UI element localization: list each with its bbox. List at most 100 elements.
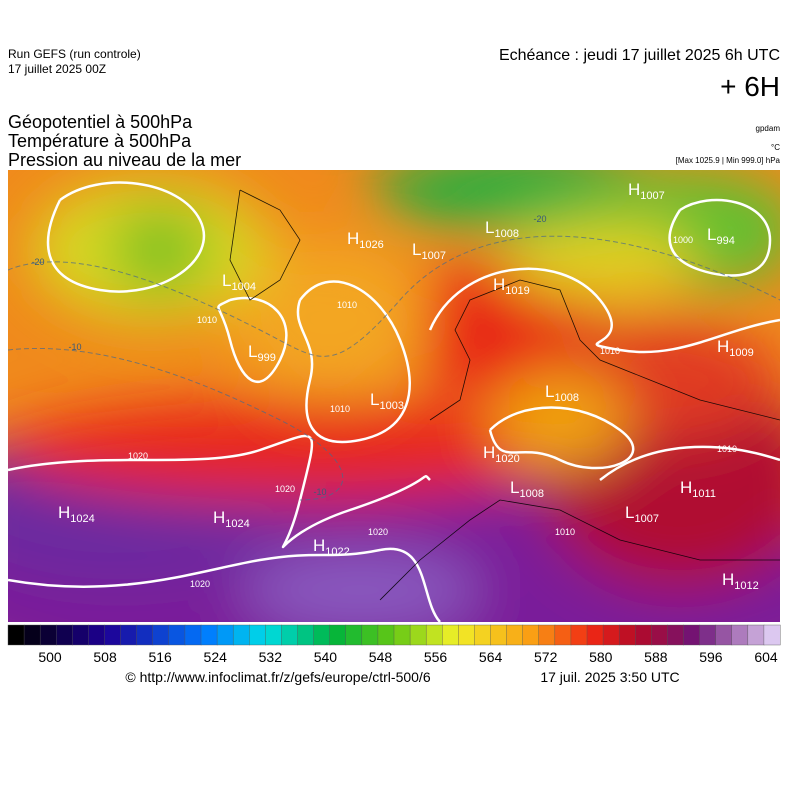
color-swatch: [345, 624, 363, 646]
color-swatch: [586, 624, 604, 646]
color-swatch: [490, 624, 508, 646]
colorbar-label: 604: [754, 649, 778, 665]
pressure-center: L1004: [222, 271, 256, 293]
color-swatch: [39, 624, 57, 646]
color-swatch: [715, 624, 733, 646]
lead-time: + 6H: [720, 71, 780, 102]
center-type: H: [483, 443, 495, 462]
color-swatch: [506, 624, 524, 646]
isobar-label: 1010: [337, 300, 357, 310]
colorbar-label: 564: [479, 649, 503, 665]
colorbar-label: 588: [644, 649, 668, 665]
color-swatch: [168, 624, 186, 646]
center-type: L: [545, 382, 554, 401]
color-swatch: [667, 624, 685, 646]
color-swatch: [152, 624, 170, 646]
center-value: 1024: [225, 518, 249, 530]
center-value: 1003: [379, 400, 403, 412]
isobar-label: 1010: [717, 444, 737, 454]
color-swatch: [136, 624, 154, 646]
center-type: L: [248, 342, 257, 361]
temperature-label: -20: [533, 214, 546, 224]
center-type: L: [412, 240, 421, 259]
center-type: L: [485, 218, 494, 237]
color-swatch: [554, 624, 572, 646]
center-type: H: [213, 508, 225, 527]
color-swatch: [120, 624, 138, 646]
pressure-center: L1007: [625, 503, 659, 525]
color-swatch: [23, 624, 41, 646]
pressure-center: H1022: [313, 536, 350, 558]
center-type: H: [628, 180, 640, 199]
isobar-label: 1010: [600, 346, 620, 356]
center-value: 1007: [634, 513, 658, 525]
center-type: L: [625, 503, 634, 522]
color-swatch: [329, 624, 347, 646]
pressure-center: H1009: [717, 337, 754, 359]
center-type: L: [222, 271, 231, 290]
forecast: Echéance : jeudi 17 juillet 2025 6h UTC: [499, 47, 780, 64]
center-value: 1022: [325, 546, 349, 558]
center-type: H: [722, 570, 734, 589]
isobar-label: 1010: [555, 527, 575, 537]
color-swatch: [281, 624, 298, 646]
pressure-center: L1008: [510, 478, 544, 500]
colorbar-label: 524: [204, 649, 228, 665]
color-swatch: [458, 624, 475, 646]
pressure-center: H1020: [483, 443, 520, 465]
colorbar-label: 548: [369, 649, 393, 665]
center-type: H: [58, 503, 70, 522]
center-type: H: [493, 275, 505, 294]
pressure-center: L1007: [412, 240, 446, 262]
color-swatch: [699, 624, 717, 646]
color-swatch: [538, 624, 556, 646]
isobar-label: 1010: [197, 315, 217, 325]
center-type: H: [717, 337, 729, 356]
center-type: H: [347, 229, 359, 248]
title: Température à 500hPa: [8, 131, 192, 151]
colorbar-label: 572: [534, 649, 558, 665]
pressure-center: L994: [707, 225, 735, 247]
color-swatch: [570, 624, 588, 646]
isobars: [8, 181, 780, 622]
center-value: 1007: [640, 190, 664, 202]
colorbar-label: 580: [589, 649, 613, 665]
pressure-center: L1008: [545, 382, 579, 404]
color-swatch: [249, 624, 266, 646]
center-value: 999: [257, 352, 275, 364]
center-value: 1026: [359, 239, 383, 251]
isobar-label: 1000: [673, 235, 693, 245]
colorbar-label: 556: [424, 649, 448, 665]
color-swatch: [7, 624, 25, 646]
color-swatch: [763, 624, 781, 646]
center-type: L: [707, 225, 716, 244]
color-swatch: [747, 624, 765, 646]
pressure-center: H1011: [680, 478, 716, 500]
center-type: L: [370, 390, 379, 409]
pressure-center: H1026: [347, 229, 384, 251]
color-swatch: [265, 624, 282, 646]
color-swatch: [377, 624, 395, 646]
pressure-center: H1019: [493, 275, 530, 297]
pressure-center: H1024: [58, 503, 95, 525]
timestamp: 17 juil. 2025 3:50 UTC: [540, 669, 679, 685]
isobar-label: 1020: [368, 527, 388, 537]
pressure-center: H1007: [628, 180, 665, 202]
center-type: H: [313, 536, 325, 555]
color-swatch: [56, 624, 73, 646]
color-swatch: [72, 624, 89, 646]
center-value: 1012: [734, 580, 758, 592]
color-swatch: [618, 624, 636, 646]
unit: gpdam: [756, 124, 781, 133]
map: [8, 170, 780, 622]
center-value: 1008: [554, 392, 578, 404]
center-value: 1024: [70, 513, 94, 525]
color-swatch: [216, 624, 234, 646]
isobar-label: 1020: [128, 451, 148, 461]
title: Pression au niveau de la mer: [8, 150, 241, 170]
pressure-center: L1008: [485, 218, 519, 240]
color-swatch: [297, 624, 315, 646]
color-swatch: [232, 624, 250, 646]
pressure-center: L1003: [370, 390, 404, 412]
